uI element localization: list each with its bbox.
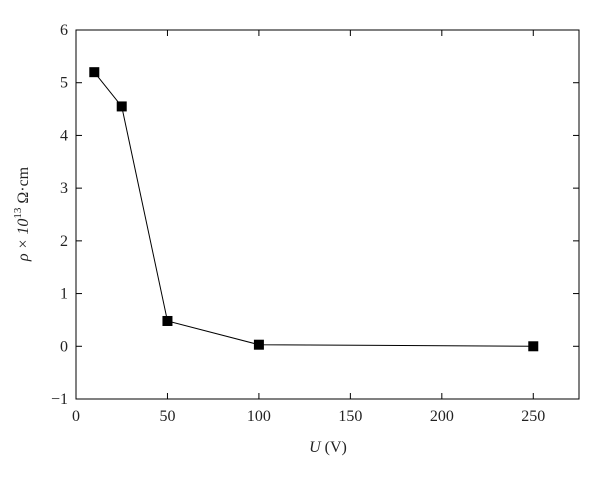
y-label-unit: Ω·cm [15, 166, 32, 203]
x-tick-label: 100 [247, 408, 271, 425]
x-tick-label: 50 [159, 408, 175, 425]
y-tick-label: 6 [60, 22, 68, 39]
y-axis-label: ρ × 1013 Ω·cm [12, 166, 32, 262]
y-tick-label: 1 [60, 286, 68, 303]
x-axis-label: U (V) [309, 439, 347, 456]
x-label-unit: (V) [325, 439, 347, 456]
x-tick-label: 250 [521, 408, 545, 425]
data-point [528, 341, 539, 352]
y-tick-label: 4 [60, 127, 68, 144]
y-tick-label: −1 [51, 391, 68, 408]
x-tick-label: 0 [72, 408, 80, 425]
data-point [116, 101, 127, 112]
x-tick-label: 150 [338, 408, 362, 425]
x-tick-label: 200 [430, 408, 454, 425]
y-tick-label: 5 [60, 75, 68, 92]
plot-frame [75, 29, 580, 400]
y-label-sup: 13 [12, 207, 24, 219]
y-tick-label: 0 [60, 338, 68, 355]
y-tick-label: 2 [60, 233, 68, 250]
data-line [93, 71, 534, 347]
y-label-base: ρ × 10 [15, 219, 32, 262]
x-label-var: U [309, 439, 322, 456]
data-point [253, 339, 264, 350]
y-tick-label: 3 [60, 180, 68, 197]
data-point [89, 67, 100, 78]
data-point [162, 315, 173, 326]
